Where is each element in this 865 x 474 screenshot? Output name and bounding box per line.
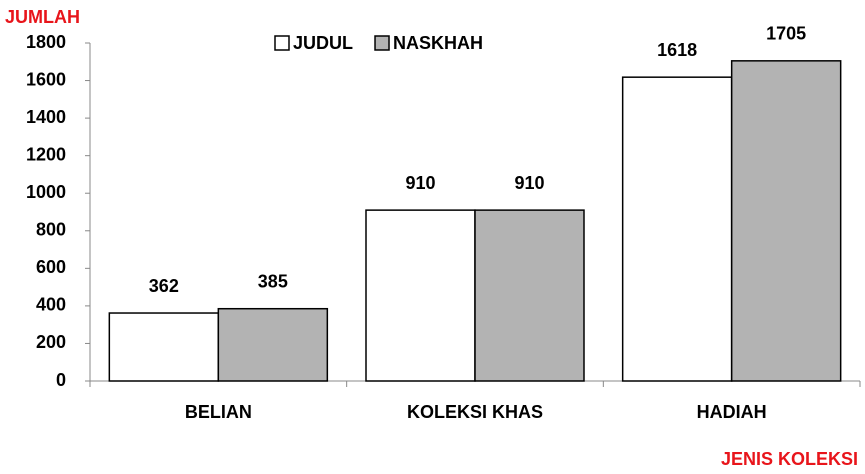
bar bbox=[365, 209, 476, 382]
x-axis-label: JENIS KOLEKSI bbox=[721, 449, 858, 469]
x-tick-label: BELIAN bbox=[185, 402, 252, 422]
y-tick-label: 200 bbox=[36, 332, 66, 352]
legend-label: JUDUL bbox=[293, 33, 353, 53]
value-label: 1705 bbox=[766, 24, 806, 44]
y-axis-label: JUMLAH bbox=[5, 7, 80, 27]
y-tick-label: 800 bbox=[36, 220, 66, 240]
bar bbox=[621, 76, 733, 382]
legend-label: NASKHAH bbox=[393, 33, 483, 53]
value-label: 1618 bbox=[657, 40, 697, 60]
value-label: 362 bbox=[149, 276, 179, 296]
y-tick-label: 1800 bbox=[26, 32, 66, 52]
legend-swatch bbox=[374, 35, 390, 51]
x-tick-label: KOLEKSI KHAS bbox=[407, 402, 543, 422]
legend-swatch bbox=[274, 35, 290, 51]
y-tick-label: 1200 bbox=[26, 144, 66, 164]
value-label: 910 bbox=[514, 173, 544, 193]
x-tick-label: HADIAH bbox=[697, 402, 767, 422]
y-tick-label: 600 bbox=[36, 257, 66, 277]
bar bbox=[217, 307, 329, 382]
y-tick-label: 400 bbox=[36, 295, 66, 315]
y-tick-label: 1600 bbox=[26, 69, 66, 89]
bar bbox=[108, 312, 220, 382]
value-label: 385 bbox=[258, 271, 288, 291]
y-tick-label: 1400 bbox=[26, 107, 66, 127]
y-tick-label: 1000 bbox=[26, 182, 66, 202]
value-label: 910 bbox=[405, 173, 435, 193]
y-tick-label: 0 bbox=[56, 370, 66, 390]
bar bbox=[474, 209, 585, 382]
bar bbox=[730, 60, 842, 382]
